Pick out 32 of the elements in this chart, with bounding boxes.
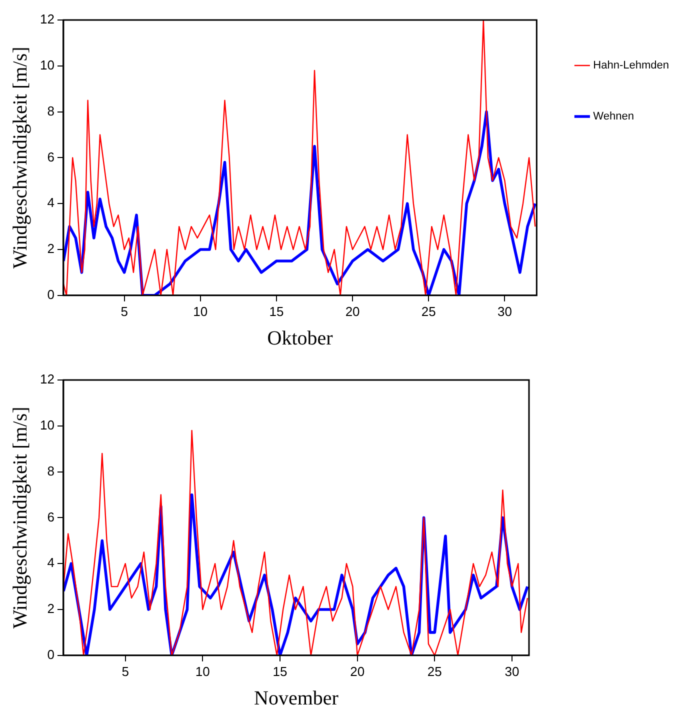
x-tick-label: 30 — [504, 664, 520, 679]
x-tick-label: 5 — [120, 304, 128, 319]
y-tick-label: 2 — [47, 241, 54, 256]
y-tick-label: 4 — [47, 195, 54, 210]
y-tick-label: 12 — [40, 12, 54, 27]
y-tick-label: 4 — [47, 555, 54, 570]
y-tick-label: 12 — [40, 372, 54, 387]
x-tick-label: 15 — [269, 304, 284, 319]
y-axis-title: Windgeschwindigkeit [m/s] — [9, 46, 32, 269]
y-axis-title: Windgeschwindigkeit [m/s] — [9, 406, 32, 629]
x-tick-label: 20 — [350, 664, 365, 679]
x-tick-label: 5 — [122, 664, 129, 679]
x-tick-label: 15 — [272, 664, 288, 679]
x-axis-title: November — [254, 687, 339, 710]
x-tick-label: 25 — [427, 664, 442, 679]
y-tick-label: 0 — [47, 286, 54, 302]
y-tick-label: 2 — [47, 601, 54, 616]
legend-label: Hahn-Lehmden — [593, 60, 670, 72]
x-tick-label: 10 — [193, 304, 208, 319]
y-tick-label: 10 — [40, 57, 54, 72]
y-tick-label: 8 — [47, 103, 54, 118]
y-tick-label: 8 — [47, 463, 54, 478]
x-axis-title: Oktober — [267, 327, 334, 350]
x-tick-label: 10 — [195, 664, 210, 679]
x-tick-label: 25 — [421, 304, 436, 319]
y-tick-label: 6 — [47, 509, 54, 524]
x-tick-label: 20 — [345, 304, 360, 319]
y-tick-label: 0 — [47, 646, 54, 662]
y-tick-label: 10 — [40, 417, 54, 432]
x-tick-label: 30 — [497, 304, 512, 319]
y-tick-label: 6 — [47, 149, 54, 164]
legend-label: Wehnen — [593, 110, 634, 123]
